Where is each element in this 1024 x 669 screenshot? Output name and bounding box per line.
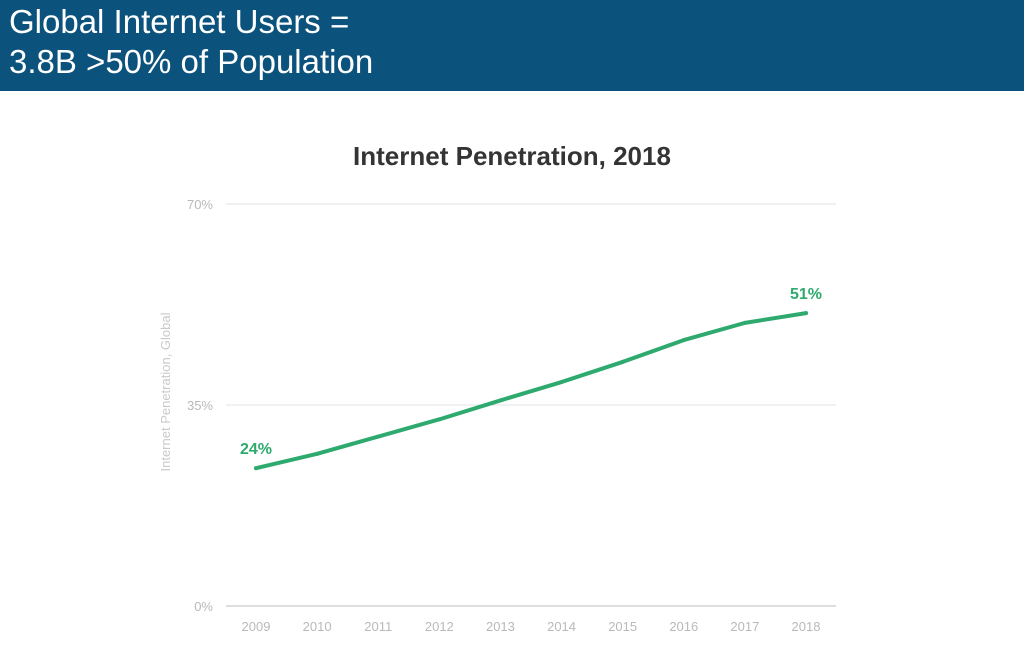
data-point — [376, 434, 381, 439]
x-tick-label: 2018 — [792, 619, 821, 634]
data-point — [498, 398, 503, 403]
x-tick-label: 2016 — [669, 619, 698, 634]
data-point — [254, 466, 258, 471]
data-point — [315, 451, 320, 456]
data-point — [620, 359, 625, 364]
data-label: 24% — [240, 441, 272, 458]
data-label: 51% — [790, 286, 822, 303]
banner-title-line-1: Global Internet Users = — [9, 3, 350, 40]
x-tick-label: 2015 — [608, 619, 637, 634]
x-tick-label: 2010 — [303, 619, 332, 634]
data-point — [681, 338, 686, 343]
x-tick-label: 2014 — [547, 619, 576, 634]
x-tick-label: 2012 — [425, 619, 454, 634]
x-tick-label: 2013 — [486, 619, 515, 634]
y-tick-label: 0% — [194, 599, 213, 614]
y-tick-label: 35% — [187, 398, 213, 413]
data-point — [742, 320, 747, 325]
y-axis-label: Internet Penetration, Global — [158, 312, 173, 471]
series-line — [254, 311, 808, 471]
data-point — [559, 380, 564, 385]
x-tick-label: 2017 — [730, 619, 759, 634]
chart-title: Internet Penetration, 2018 — [353, 141, 671, 171]
title-banner: Global Internet Users = 3.8B >50% of Pop… — [0, 0, 1024, 91]
x-tick-label: 2011 — [364, 619, 392, 634]
banner-title-line-2: 3.8B >50% of Population — [9, 43, 374, 80]
x-tick-label: 2009 — [242, 619, 271, 634]
data-point — [804, 311, 808, 316]
data-point — [437, 417, 442, 422]
y-tick-label: 70% — [187, 197, 213, 212]
